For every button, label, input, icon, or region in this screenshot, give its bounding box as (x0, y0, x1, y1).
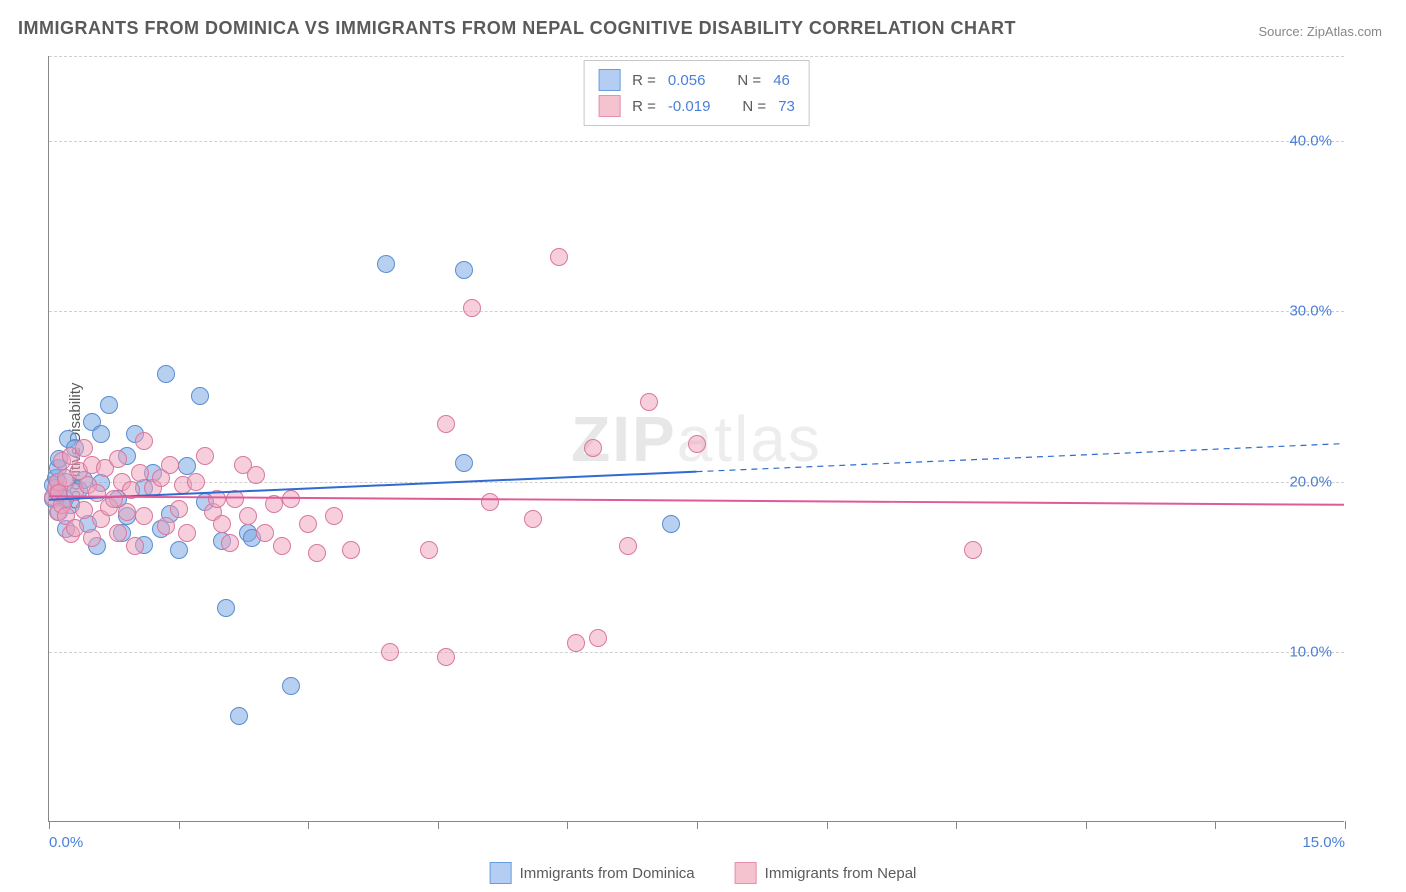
x-tick (827, 821, 828, 829)
legend-r-value: 0.056 (668, 72, 706, 89)
swatch-blue-icon (598, 69, 620, 91)
swatch-pink-icon (735, 862, 757, 884)
legend-r-label: R = (632, 98, 656, 115)
plot-area: R = 0.056 N = 46 R = -0.019 N = 73 ZIPat… (48, 56, 1344, 822)
x-tick-label: 0.0% (49, 834, 83, 851)
x-tick (1345, 821, 1346, 829)
x-tick (697, 821, 698, 829)
legend-item-nepal: Immigrants from Nepal (735, 862, 917, 884)
x-tick (49, 821, 50, 829)
x-tick (1086, 821, 1087, 829)
x-tick (956, 821, 957, 829)
legend-r-label: R = (632, 72, 656, 89)
x-tick (308, 821, 309, 829)
legend-n-label: N = (742, 98, 766, 115)
source-label: Source: ZipAtlas.com (1258, 24, 1382, 39)
x-tick (438, 821, 439, 829)
trend-lines (49, 56, 1344, 821)
x-tick (179, 821, 180, 829)
x-tick (567, 821, 568, 829)
legend-label: Immigrants from Nepal (765, 865, 917, 882)
trendline-dominica (49, 472, 697, 500)
legend-top: R = 0.056 N = 46 R = -0.019 N = 73 (583, 60, 810, 126)
legend-label: Immigrants from Dominica (520, 865, 695, 882)
legend-bottom: Immigrants from Dominica Immigrants from… (490, 862, 917, 884)
legend-n-label: N = (737, 72, 761, 89)
x-tick (1215, 821, 1216, 829)
swatch-blue-icon (490, 862, 512, 884)
legend-top-row: R = -0.019 N = 73 (598, 93, 795, 119)
x-tick-label: 15.0% (1302, 834, 1345, 851)
legend-n-value: 73 (778, 98, 795, 115)
legend-item-dominica: Immigrants from Dominica (490, 862, 695, 884)
legend-n-value: 46 (773, 72, 790, 89)
trendline-nepal (49, 496, 1344, 505)
legend-top-row: R = 0.056 N = 46 (598, 67, 795, 93)
swatch-pink-icon (598, 95, 620, 117)
legend-r-value: -0.019 (668, 98, 711, 115)
trendline-dominica-dashed (697, 444, 1345, 472)
chart-title: IMMIGRANTS FROM DOMINICA VS IMMIGRANTS F… (18, 18, 1016, 39)
